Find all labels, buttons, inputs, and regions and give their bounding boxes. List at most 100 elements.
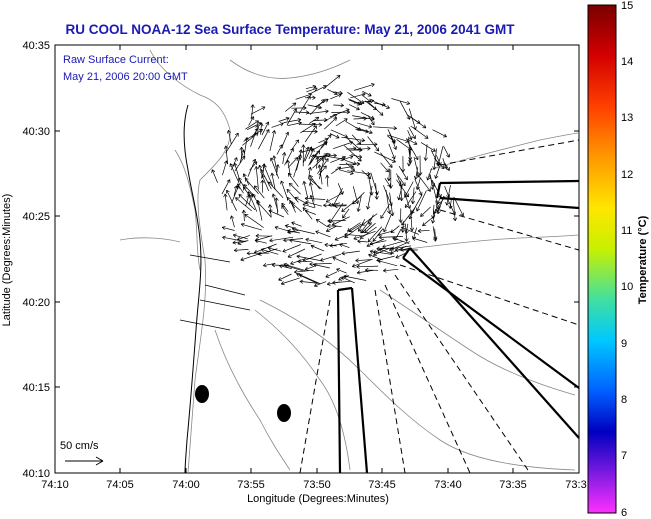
current-vector-head [409,227,413,232]
current-vector-head [443,165,445,169]
current-vector-head [370,123,375,126]
current-vector-head [415,126,417,130]
current-vector [239,149,245,163]
current-vector [377,260,398,267]
current-vector-head [261,163,265,167]
current-vector [332,216,350,226]
current-vector [230,215,235,228]
current-vector [304,125,317,143]
current-vector-head [365,131,369,134]
current-vector [289,239,312,245]
current-vector-head [401,183,406,187]
current-vector-head [299,279,304,282]
current-vector-head [211,169,216,172]
current-vector-head [367,206,371,210]
current-vector-head [437,208,440,213]
current-vector-head [356,208,359,212]
current-vector-head [297,117,302,120]
current-vector [234,249,249,251]
current-vector-head [402,168,406,173]
current-vector [383,185,393,207]
current-vector [247,191,258,212]
current-vector-head [309,174,314,178]
current-vector [284,148,294,166]
current-vector [211,169,218,183]
current-vector-head [274,225,279,228]
current-vector [234,155,246,172]
current-vector-head [346,111,350,115]
current-vector-head [388,165,393,168]
current-vector-head [369,175,372,179]
current-vector [244,177,259,195]
current-vector-head [382,244,386,248]
current-vector [294,269,314,273]
current-vector [234,162,242,184]
current-vector-head [255,166,259,170]
current-vector-head [262,106,266,111]
current-vector [405,223,408,242]
current-vector [443,145,450,158]
current-vector [293,156,301,178]
current-vector [367,136,380,152]
current-vector [308,148,315,160]
current-vector-head [240,257,244,261]
current-vector-head [437,211,441,215]
current-vector-head [261,122,264,127]
current-vector-head [436,200,439,205]
current-vector-head [334,239,339,241]
current-vector-head [305,237,310,240]
current-vector-head [340,105,344,108]
current-vector-head [356,163,361,167]
x-tick-label: 73:55 [237,479,265,491]
current-vector [344,233,361,237]
current-vector-head [393,126,397,129]
current-vector [244,214,264,228]
current-vector [331,166,342,175]
current-vector-head [357,160,362,162]
current-vector-head [280,123,284,127]
current-vector [283,238,304,241]
current-vector-head [314,285,318,288]
current-vector [280,180,289,201]
current-vector [413,156,420,178]
current-vector-head [235,197,237,202]
current-vector [389,132,397,150]
current-vector-head [454,217,458,221]
current-vector-head [400,219,403,223]
current-vector-head [369,98,372,103]
current-vector [344,223,364,238]
current-vector-head [252,104,255,108]
current-vector-head [398,219,401,223]
current-vector-head [254,166,257,170]
current-vector [334,235,346,241]
current-vector [292,228,315,235]
current-vector-head [432,215,436,219]
current-vector-head [272,155,275,160]
current-vector-head [414,157,419,161]
y-tick-label: 40:30 [22,126,50,138]
current-vector-head [445,201,448,206]
current-vector-head [400,168,404,173]
y-tick-label: 40:20 [22,297,50,309]
current-vector [303,253,322,262]
current-vector [254,239,267,244]
current-vector-head [329,243,333,247]
current-vector [273,155,278,173]
current-vector-head [418,120,421,124]
current-vectors [179,74,464,331]
current-vector [308,154,315,166]
current-vector [437,146,444,167]
y-tick-label: 40:35 [22,40,50,52]
current-vector-head [404,177,408,181]
current-vector-head [391,164,393,168]
current-vector-head [341,159,346,162]
current-vector [422,216,434,227]
current-vector [261,248,279,255]
current-vector [320,253,342,261]
current-vector-head [350,156,354,160]
current-vector [299,281,321,284]
x-axis: 74:10 74:05 74:00 73:55 73:50 73:45 73:4… [41,479,586,505]
current-vector-head [261,248,265,250]
current-vector-head [299,281,303,284]
current-vector-head [305,200,309,203]
